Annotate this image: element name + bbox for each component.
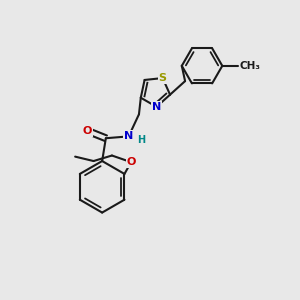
Text: CH₃: CH₃ — [239, 61, 260, 71]
Text: O: O — [126, 157, 136, 167]
Text: O: O — [83, 126, 92, 136]
Text: S: S — [159, 73, 167, 83]
Text: N: N — [152, 102, 161, 112]
Text: N: N — [124, 131, 133, 141]
Text: H: H — [137, 135, 145, 145]
